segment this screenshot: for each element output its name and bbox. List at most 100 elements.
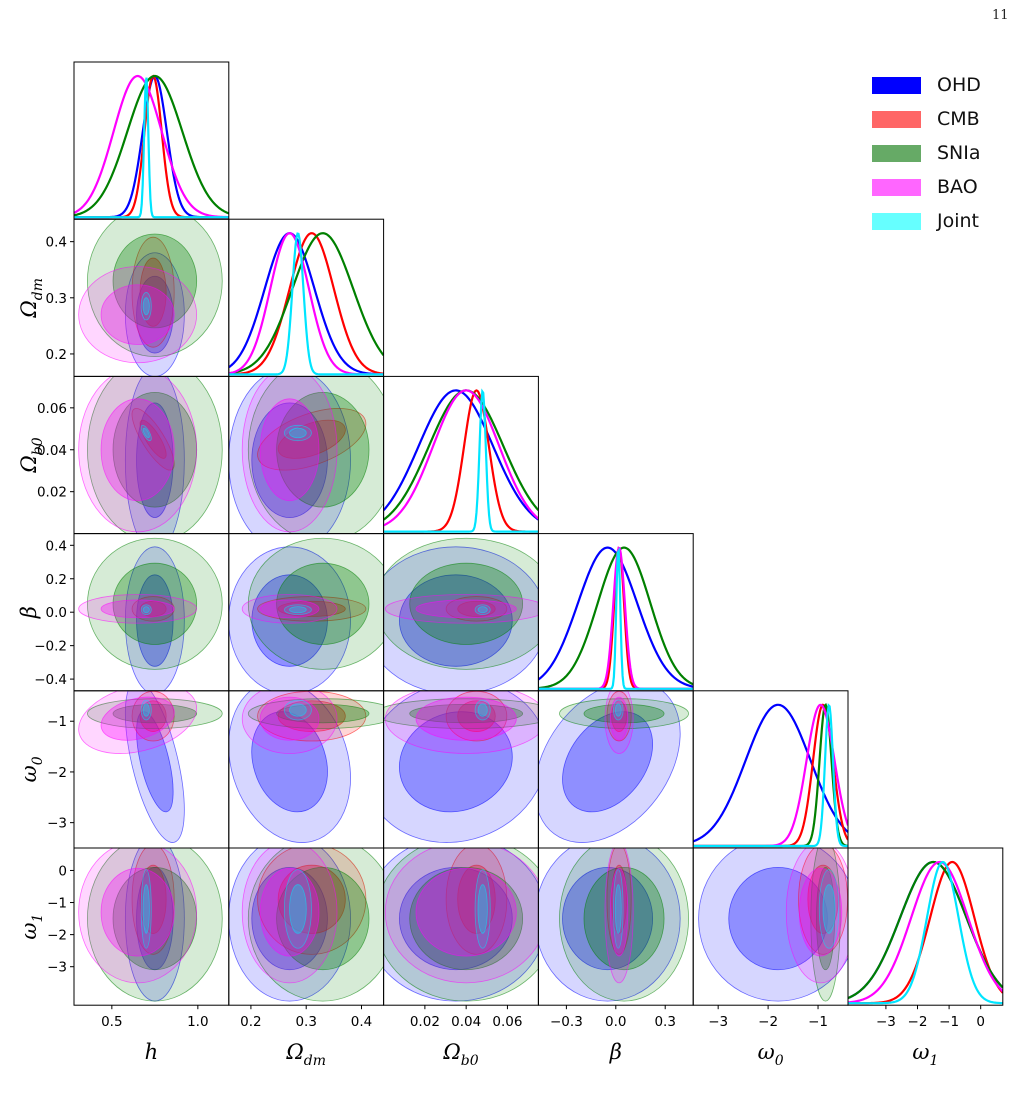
contour-ohd — [124, 546, 185, 691]
marginal-curve-snia — [383, 389, 539, 521]
legend-label: BAO — [937, 176, 978, 198]
contour-joint — [283, 604, 312, 616]
axis-label-symbol: ω — [758, 1040, 775, 1064]
marginal-curve-bao — [383, 389, 539, 527]
axis-label-symbol: Ω — [17, 300, 41, 318]
axis-label-Omega_b0: Ωb0 — [17, 437, 46, 473]
contour-bao — [100, 284, 175, 345]
axis-label-subscript: 0 — [30, 756, 46, 765]
panel-h-vs-h — [74, 74, 229, 219]
contour-bao — [78, 376, 198, 533]
panel-omega_1-vs-beta — [538, 848, 689, 1002]
contour-bao — [78, 266, 198, 364]
contour-joint — [477, 606, 488, 614]
x-tick-label: 0.06 — [492, 1014, 522, 1030]
axis-label-symbol: Ω — [285, 1040, 303, 1064]
contour-cmb — [606, 848, 632, 955]
axis-label-subscript: 1 — [30, 914, 46, 923]
contour-joint — [142, 703, 150, 717]
contour-bao — [241, 376, 338, 533]
panel-Omega_b0-vs-h — [78, 376, 223, 534]
y-tick-label: 0.2 — [46, 347, 67, 363]
contour-bao — [604, 690, 634, 754]
x-tick-label: 0.3 — [654, 1014, 675, 1030]
marginal-curve-snia — [538, 546, 694, 690]
panel-beta-vs-h — [78, 537, 223, 691]
legend-item-snia: SNIa — [872, 136, 981, 170]
contour-bao — [100, 696, 175, 741]
panel-omega_0-vs-Omega_dm — [228, 690, 384, 843]
contour-bao — [100, 867, 175, 957]
axis-label-Omega_dm: Ωdm — [17, 278, 46, 319]
contour-snia — [87, 848, 223, 1002]
contour-ohd — [228, 546, 351, 691]
contour-joint — [140, 292, 152, 321]
y-tick-label: −0.4 — [34, 672, 67, 688]
axis-label-symbol: ω — [17, 922, 41, 939]
contour-ohd — [228, 848, 351, 1002]
contour-snia — [87, 698, 223, 729]
contour-ohd — [124, 690, 185, 843]
contour-ohd — [383, 690, 539, 843]
legend-item-bao: BAO — [872, 170, 981, 204]
axis-label-subscript: dm — [304, 1053, 326, 1069]
contour-joint — [613, 699, 624, 721]
panel-omega_0-vs-h — [78, 690, 223, 843]
axis-label-symbol: β — [609, 1040, 622, 1064]
contour-ohd — [228, 376, 351, 534]
contour-snia — [247, 848, 384, 1002]
panel-frame — [383, 375, 539, 535]
y-tick-label: 0.4 — [46, 235, 67, 251]
legend-label: Joint — [937, 210, 979, 232]
contour-ohd — [136, 275, 174, 354]
contour-bao — [415, 599, 517, 619]
contour-snia — [276, 562, 370, 645]
contour-joint — [822, 884, 836, 934]
contour-bao — [241, 690, 338, 754]
legend-swatch — [872, 110, 921, 128]
axis-label-symbol: h — [145, 1040, 159, 1064]
legend-swatch — [872, 144, 921, 162]
contour-cmb — [139, 257, 167, 327]
marginal-curve-cmb — [228, 232, 384, 376]
contour-snia — [409, 703, 524, 724]
legend-swatch — [872, 212, 921, 230]
contour-cmb — [139, 864, 167, 934]
contour-joint — [474, 699, 491, 721]
x-tick-label: 1.0 — [187, 1014, 208, 1030]
contour-snia — [409, 562, 524, 645]
contour-cmb — [257, 408, 367, 471]
contour-bao — [604, 848, 634, 984]
marginal-curve-snia — [228, 232, 384, 375]
axis-label-symbol: ω — [912, 1040, 929, 1064]
marginal-curve-joint — [848, 860, 1003, 1005]
contour-joint — [142, 297, 150, 316]
y-tick-label: 0.02 — [37, 485, 67, 501]
y-tick-label: −0.2 — [34, 639, 67, 655]
contour-ohd — [562, 711, 654, 813]
contour-cmb — [257, 596, 367, 622]
contour-snia — [276, 392, 370, 508]
contour-ohd — [398, 866, 513, 971]
x-tick-label: −2 — [758, 1014, 778, 1030]
panel-beta-vs-beta — [538, 546, 694, 690]
y-tick-label: 0.4 — [46, 538, 67, 554]
contour-joint — [474, 869, 491, 949]
contour-joint — [142, 884, 150, 934]
panel-omega_1-vs-Omega_b0 — [383, 848, 539, 1002]
contour-cmb — [445, 596, 508, 622]
contour-joint — [140, 869, 152, 949]
contour-joint — [142, 427, 150, 439]
contour-snia — [112, 562, 198, 645]
y-tick-label: −3 — [47, 816, 67, 832]
panel-Omega_b0-vs-Omega_b0 — [383, 388, 539, 533]
contour-bao — [100, 599, 175, 619]
contour-ohd — [251, 866, 328, 971]
axis-label-subscript: dm — [30, 278, 46, 300]
marginal-curve-snia — [74, 74, 229, 217]
marginal-curve-cmb — [848, 860, 1003, 1005]
marginal-curve-ohd — [383, 389, 539, 521]
x-tick-label: 0.5 — [101, 1014, 122, 1030]
legend-item-joint: Joint — [872, 204, 981, 238]
